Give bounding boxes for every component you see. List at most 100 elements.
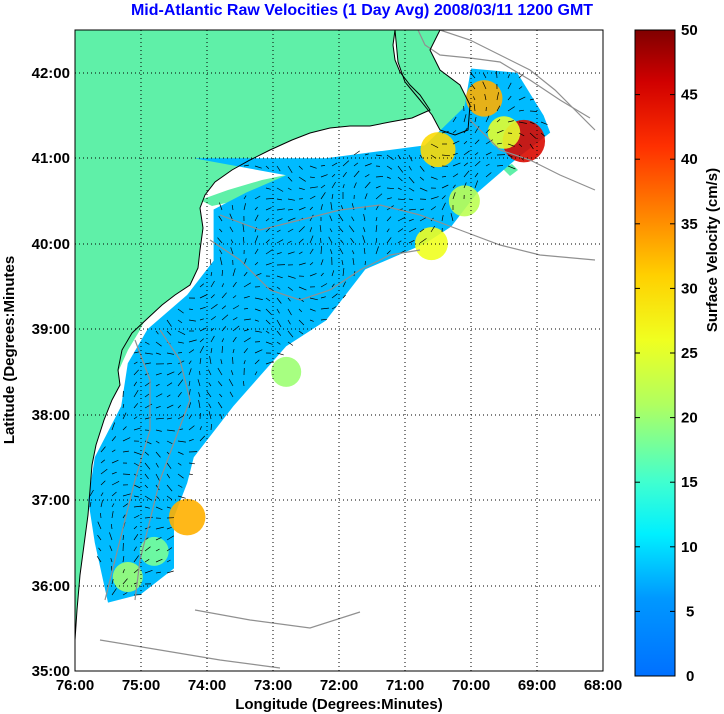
velocity-vector bbox=[111, 503, 115, 508]
velocity-vector bbox=[529, 110, 538, 112]
velocity-vector bbox=[166, 362, 173, 365]
velocity-vector bbox=[199, 435, 206, 442]
velocity-vector bbox=[111, 579, 114, 585]
velocity-vector bbox=[518, 96, 526, 101]
velocity-vector bbox=[397, 240, 402, 244]
velocity-vector bbox=[177, 495, 186, 499]
velocity-vector bbox=[276, 319, 282, 328]
velocity-vector bbox=[320, 204, 323, 211]
velocity-vector bbox=[276, 208, 285, 211]
velocity-vector bbox=[208, 411, 212, 420]
velocity-vector bbox=[166, 495, 173, 500]
x-tick-label: 71:00 bbox=[386, 677, 424, 694]
velocity-vector bbox=[331, 306, 337, 310]
velocity-vector bbox=[254, 235, 259, 244]
velocity-vector bbox=[496, 105, 501, 112]
velocity-vector bbox=[441, 176, 447, 178]
velocity-vector bbox=[206, 391, 212, 398]
velocity-vector bbox=[243, 348, 248, 354]
velocity-vector bbox=[496, 92, 499, 101]
velocity-vector bbox=[122, 503, 129, 508]
velocity-vector bbox=[364, 260, 366, 266]
velocity-vector bbox=[230, 247, 234, 255]
velocity-vector bbox=[276, 330, 282, 336]
velocity-vector bbox=[452, 192, 456, 200]
velocity-vector bbox=[208, 382, 212, 387]
velocity-vector bbox=[166, 382, 173, 387]
velocity-vector bbox=[529, 121, 535, 125]
velocity-vector bbox=[188, 438, 194, 442]
x-tick-label: 70:00 bbox=[452, 677, 490, 694]
velocity-vector bbox=[210, 327, 215, 332]
velocity-vector bbox=[155, 440, 160, 444]
velocity-vector bbox=[219, 228, 223, 233]
velocity-vector bbox=[430, 196, 439, 200]
velocity-vector bbox=[331, 174, 336, 178]
grid-lines bbox=[75, 30, 603, 671]
velocity-vector bbox=[242, 224, 245, 233]
velocity-vector bbox=[309, 308, 316, 312]
velocity-vector bbox=[144, 506, 150, 509]
velocity-vector bbox=[408, 198, 413, 201]
velocity-vector bbox=[276, 297, 282, 304]
velocity-vector bbox=[100, 480, 106, 486]
velocity-vector bbox=[232, 356, 234, 365]
velocity-vector bbox=[342, 268, 345, 277]
velocity-vector bbox=[254, 214, 259, 222]
velocity-vector bbox=[485, 172, 492, 178]
velocity-vector bbox=[144, 451, 150, 456]
velocity-vector bbox=[133, 403, 139, 409]
velocity-vector bbox=[342, 160, 350, 167]
velocity-vector bbox=[188, 319, 196, 322]
velocity-vector bbox=[198, 392, 201, 398]
velocity-vector bbox=[441, 202, 446, 211]
velocity-vector bbox=[452, 184, 456, 189]
velocity-vector bbox=[408, 176, 415, 184]
velocity-vector bbox=[254, 330, 262, 333]
colorbar-tick-label: 35 bbox=[681, 216, 698, 233]
velocity-vector bbox=[254, 262, 259, 266]
velocity-vector bbox=[386, 176, 391, 179]
velocity-vector bbox=[287, 240, 292, 244]
velocity-vector bbox=[221, 345, 223, 354]
velocity-vector bbox=[219, 393, 223, 398]
velocity-vector bbox=[155, 462, 159, 468]
velocity-vector bbox=[133, 416, 138, 420]
x-tick-labels: 76:00 75:00 74:00 73:00 72:00 71:00 70:0… bbox=[56, 677, 622, 694]
velocity-vector bbox=[177, 451, 184, 455]
velocity-vector bbox=[110, 523, 113, 530]
velocity-vector bbox=[496, 165, 504, 167]
velocity-vector bbox=[166, 547, 173, 552]
colorbar-tick-label: 50 bbox=[681, 22, 698, 39]
velocity-vector bbox=[243, 329, 249, 332]
velocity-vector bbox=[218, 202, 223, 211]
velocity-vector bbox=[364, 181, 371, 189]
velocity-vector bbox=[243, 295, 250, 299]
velocity-vector bbox=[473, 104, 476, 112]
velocity-vector bbox=[111, 459, 119, 464]
velocity-vector bbox=[109, 532, 113, 541]
velocity-vector bbox=[177, 341, 184, 344]
velocity-vector bbox=[221, 269, 224, 277]
velocity-vector bbox=[441, 184, 449, 189]
velocity-vector bbox=[155, 417, 165, 420]
velocity-vector bbox=[331, 283, 335, 288]
y-tick-label: 37:00 bbox=[32, 492, 70, 509]
velocity-vector bbox=[122, 450, 129, 453]
velocity-vector bbox=[96, 556, 102, 563]
velocity-vector bbox=[331, 181, 336, 189]
colorbar-label: Surface Velocity (cm/s) bbox=[704, 168, 721, 332]
velocity-vector bbox=[166, 526, 172, 530]
velocity-vector bbox=[229, 391, 234, 398]
velocity-vector bbox=[386, 250, 391, 255]
map-layers bbox=[75, 30, 603, 671]
velocity-hotspot bbox=[465, 80, 503, 117]
velocity-vector bbox=[469, 71, 476, 79]
velocity-vector bbox=[507, 95, 512, 101]
velocity-vector bbox=[430, 165, 435, 169]
velocity-vector bbox=[309, 195, 316, 200]
velocity-vector bbox=[122, 493, 131, 497]
velocity-vector bbox=[474, 180, 479, 189]
x-tick-label: 76:00 bbox=[56, 677, 94, 694]
velocity-vector bbox=[155, 383, 160, 387]
